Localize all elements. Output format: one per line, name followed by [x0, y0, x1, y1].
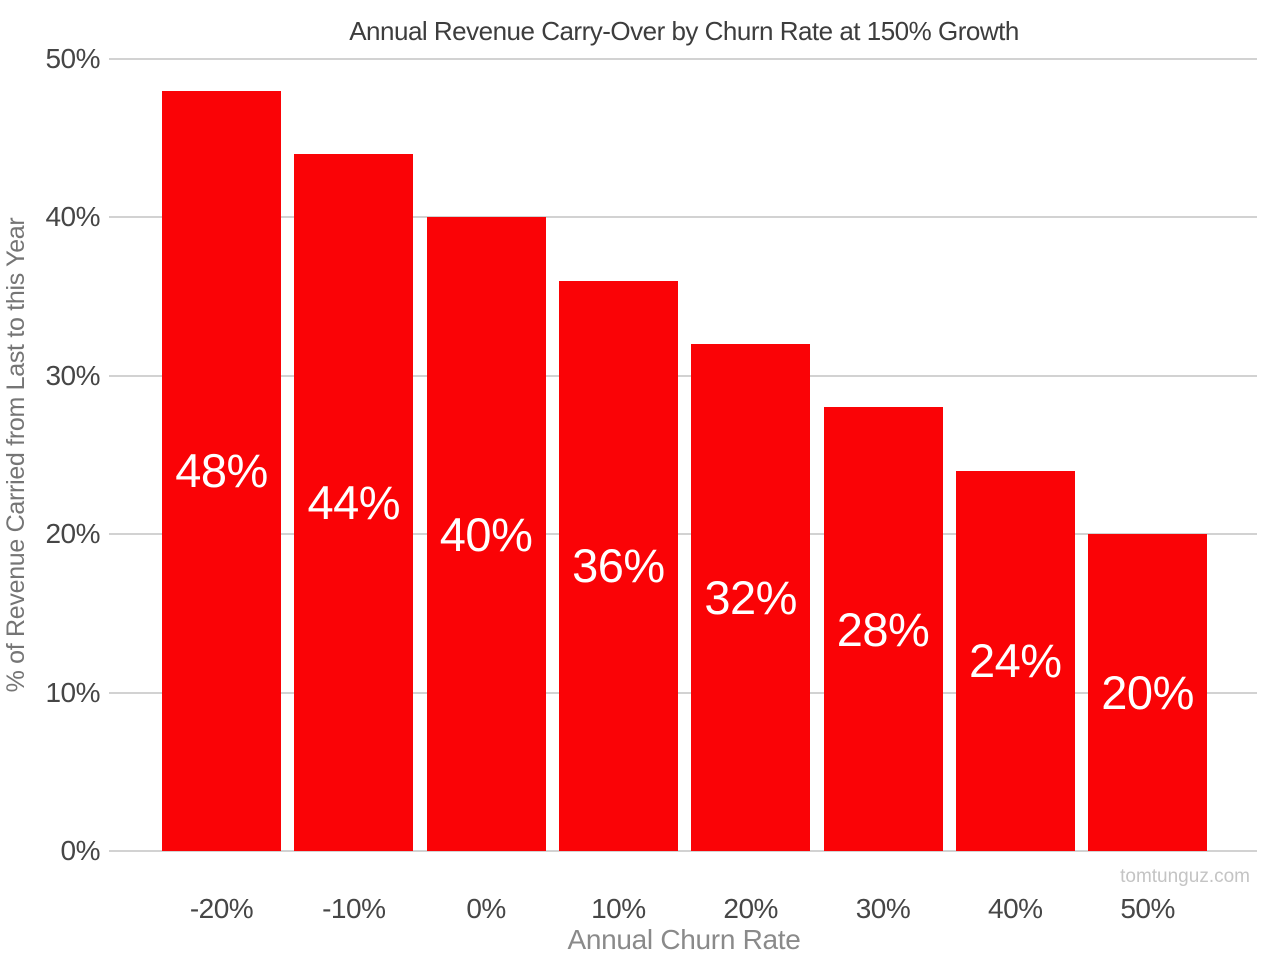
- bar-value-label: 44%: [307, 476, 401, 529]
- gridline: [109, 374, 1257, 377]
- bar-value-label: 48%: [175, 444, 268, 498]
- chart-title: Annual Revenue Carry-Over by Churn Rate …: [349, 16, 1019, 46]
- y-tick-label: 50%: [45, 43, 100, 74]
- gridline: [109, 691, 1257, 694]
- x-tick-label: 20%: [723, 893, 778, 924]
- bar: 28%: [823, 407, 943, 851]
- bar-value-label: 32%: [704, 571, 797, 625]
- x-tick-label: 40%: [988, 893, 1043, 924]
- bar-value-label: 36%: [572, 539, 665, 593]
- bar: 44%: [294, 154, 414, 851]
- bar-value-label: 40%: [439, 507, 533, 561]
- x-tick-label: -10%: [322, 893, 386, 924]
- x-tick-label: 30%: [855, 893, 911, 924]
- bar: 48%: [162, 90, 281, 851]
- bar: 32%: [691, 344, 811, 851]
- y-tick-label: 40%: [45, 201, 100, 233]
- x-tick-label: 0%: [466, 893, 506, 924]
- bar: 36%: [558, 280, 678, 851]
- bar: 40%: [426, 217, 546, 851]
- y-axis-title-text: % of Revenue Carried from Last to this Y…: [2, 217, 30, 693]
- bar-value-label: 28%: [836, 602, 930, 656]
- gridline: [109, 58, 1257, 60]
- bar: 24%: [955, 470, 1075, 851]
- gridline: [109, 533, 1257, 536]
- watermark: tomtunguz.com: [1120, 866, 1250, 887]
- y-tick-label: 0%: [60, 835, 101, 866]
- gridline: [109, 216, 1257, 219]
- y-tick-label: 20%: [45, 518, 100, 550]
- x-tick-label: 10%: [591, 893, 646, 924]
- x-axis-title: Annual Churn Rate: [567, 924, 801, 955]
- bar-value-label: 20%: [1101, 666, 1194, 720]
- bar: 20%: [1088, 534, 1208, 851]
- gridline: [109, 850, 1257, 852]
- bar-value-label: 24%: [969, 634, 1062, 688]
- y-tick-label: 30%: [45, 359, 100, 391]
- y-tick-label: 10%: [45, 676, 100, 708]
- x-tick-label: 50%: [1120, 893, 1175, 924]
- x-tick-label: -20%: [189, 893, 254, 924]
